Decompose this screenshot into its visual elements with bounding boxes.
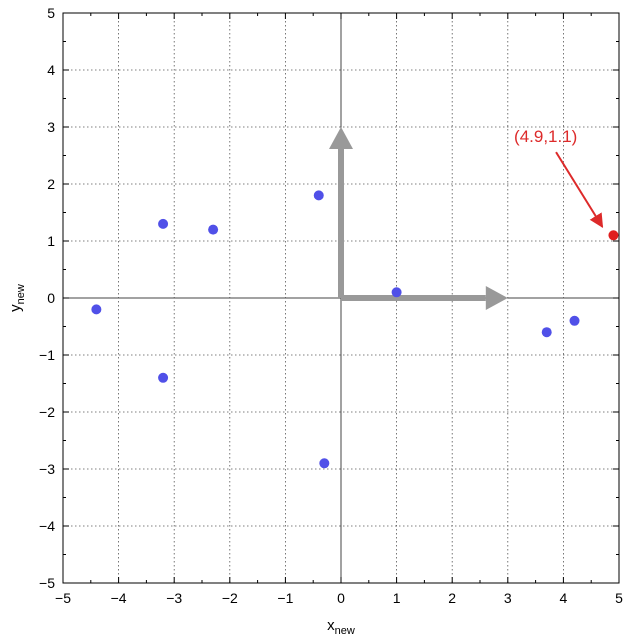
y-axis-label-sub: new	[15, 284, 27, 304]
data-point	[313, 190, 324, 201]
y-tick-label: 2	[47, 176, 55, 192]
axis-ticks: −5 −4 −3 −2 −1 0 1 2 3 4 5 −5 −4 −3 −2 −1 0 1 2 3 4 5	[39, 5, 623, 606]
data-point	[541, 327, 552, 338]
data-point	[158, 372, 169, 383]
x-axis-label: xnew	[327, 617, 355, 637]
x-axis-label-main: x	[327, 617, 335, 634]
data-point	[91, 304, 102, 315]
data-point	[158, 218, 169, 229]
data-point	[319, 458, 330, 469]
y-tick-label: −1	[39, 347, 55, 363]
annotation-text: (4.9,1.1)	[514, 127, 577, 146]
x-tick-label: 3	[504, 590, 512, 606]
y-tick-label: −2	[39, 404, 55, 420]
y-tick-label: −4	[39, 518, 55, 534]
annotation-arrow	[555, 151, 604, 228]
y-tick-label: 4	[47, 62, 55, 78]
x-tick-label: −4	[111, 590, 127, 606]
basis-vector-head	[329, 127, 353, 149]
x-tick-label: −1	[277, 590, 293, 606]
x-tick-label: −2	[222, 590, 238, 606]
y-tick-label: 3	[47, 119, 55, 135]
y-tick-label: −5	[39, 575, 55, 591]
x-axis-label-sub: new	[335, 625, 355, 637]
y-tick-label: 0	[47, 290, 55, 306]
x-tick-label: −3	[166, 590, 182, 606]
x-tick-label: 0	[337, 590, 345, 606]
y-tick-label: 1	[47, 233, 55, 249]
x-tick-label: 2	[448, 590, 456, 606]
x-tick-label: 5	[615, 590, 623, 606]
y-axis-label: ynew	[7, 284, 27, 312]
y-tick-label: 5	[47, 5, 55, 21]
highlighted-point	[608, 230, 619, 241]
data-point	[569, 315, 580, 326]
annotation: (4.9,1.1)	[514, 127, 604, 228]
x-tick-label: −5	[55, 590, 71, 606]
basis-vector-head	[485, 286, 508, 310]
data-point	[391, 287, 402, 298]
basis-vectors	[329, 127, 508, 310]
y-tick-label: −3	[39, 461, 55, 477]
y-axis-label-main: y	[7, 304, 24, 312]
data-points	[91, 190, 619, 469]
data-point	[208, 224, 219, 235]
x-tick-label: 4	[560, 590, 568, 606]
plot-frame	[62, 12, 620, 584]
x-tick-label: 1	[393, 590, 401, 606]
